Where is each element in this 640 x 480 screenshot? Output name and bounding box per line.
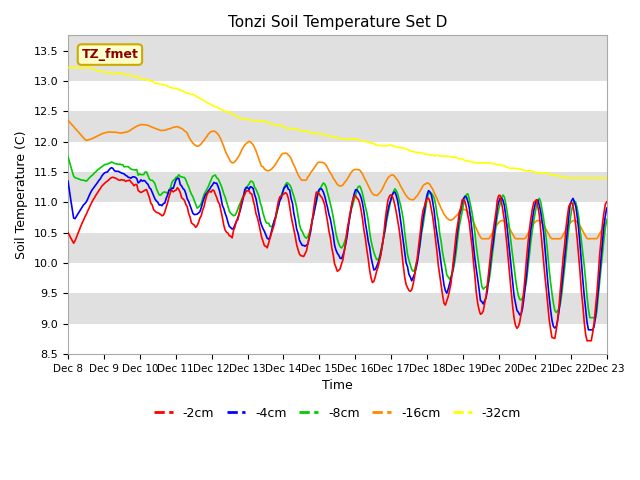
Bar <box>68 293 607 324</box>
Bar <box>68 81 607 111</box>
Bar <box>68 324 607 354</box>
Bar <box>68 142 607 172</box>
X-axis label: Time: Time <box>322 379 353 392</box>
Y-axis label: Soil Temperature (C): Soil Temperature (C) <box>15 131 28 259</box>
Bar <box>68 233 607 263</box>
Bar <box>68 263 607 293</box>
Title: Tonzi Soil Temperature Set D: Tonzi Soil Temperature Set D <box>228 15 447 30</box>
Legend: -2cm, -4cm, -8cm, -16cm, -32cm: -2cm, -4cm, -8cm, -16cm, -32cm <box>148 402 526 425</box>
Bar <box>68 50 607 81</box>
Bar <box>68 202 607 233</box>
Bar <box>68 172 607 202</box>
Text: TZ_fmet: TZ_fmet <box>81 48 138 61</box>
Bar <box>68 111 607 142</box>
